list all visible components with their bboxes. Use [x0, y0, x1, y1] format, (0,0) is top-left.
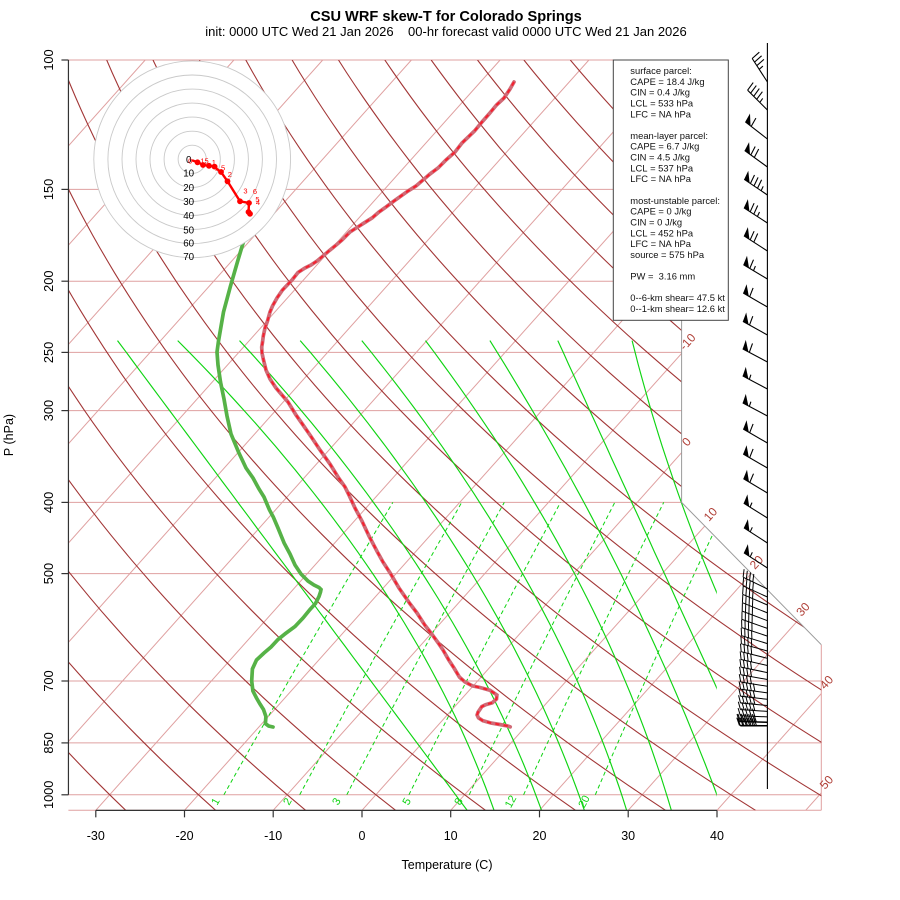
svg-text:3: 3 [243, 187, 247, 196]
svg-text:40: 40 [710, 829, 724, 843]
svg-text:LFC = NA hPa: LFC = NA hPa [630, 173, 691, 184]
svg-text:Temperature (C): Temperature (C) [402, 858, 493, 872]
svg-text:-10: -10 [264, 829, 282, 843]
svg-text:LFC = NA hPa: LFC = NA hPa [630, 108, 691, 119]
svg-text:700: 700 [41, 670, 56, 691]
svg-text:0: 0 [186, 155, 192, 166]
svg-text:200: 200 [41, 271, 56, 292]
svg-text:150: 150 [41, 179, 56, 200]
svg-text:400: 400 [41, 492, 56, 513]
svg-text:1: 1 [212, 158, 216, 167]
svg-text:LCL = 452 hPa: LCL = 452 hPa [630, 227, 694, 238]
svg-text:70: 70 [183, 252, 194, 263]
svg-text:-30: -30 [87, 829, 105, 843]
svg-text:CAPE = 18.4 J/kg: CAPE = 18.4 J/kg [630, 76, 704, 87]
svg-text:20: 20 [183, 183, 194, 194]
svg-text:0: 0 [359, 829, 366, 843]
svg-text:3: 3 [330, 796, 343, 807]
svg-text:1: 1 [209, 796, 222, 807]
svg-text:CAPE = 6.7 J/kg: CAPE = 6.7 J/kg [630, 141, 699, 152]
svg-text:30: 30 [183, 197, 194, 208]
svg-text:5: 5 [255, 195, 259, 204]
svg-text:15: 15 [200, 156, 208, 165]
svg-text:0--6-km shear= 47.5 kt: 0--6-km shear= 47.5 kt [630, 292, 725, 303]
svg-text:20: 20 [576, 793, 592, 810]
svg-text:40: 40 [183, 211, 194, 222]
svg-text:CIN = 4.5 J/kg: CIN = 4.5 J/kg [630, 152, 690, 163]
svg-text:50: 50 [183, 226, 194, 237]
svg-text:1000: 1000 [41, 781, 56, 809]
svg-text:CIN = 0 J/kg: CIN = 0 J/kg [630, 217, 682, 228]
svg-text:surface parcel:: surface parcel: [630, 65, 692, 76]
svg-text:source = 575 hPa: source = 575 hPa [630, 249, 705, 260]
svg-text:60: 60 [183, 238, 194, 249]
svg-text:PW = 3.16 mm: PW = 3.16 mm [630, 271, 695, 282]
svg-text:300: 300 [41, 400, 56, 421]
svg-text:0: 0 [188, 157, 192, 166]
svg-text:100: 100 [41, 49, 56, 70]
svg-text:LCL = 537 hPa: LCL = 537 hPa [630, 162, 694, 173]
svg-text:10: 10 [183, 169, 194, 180]
svg-text:850: 850 [41, 732, 56, 753]
svg-text:500: 500 [41, 563, 56, 584]
svg-text:4: 4 [256, 198, 260, 207]
svg-text:20: 20 [533, 829, 547, 843]
svg-text:250: 250 [41, 342, 56, 363]
svg-text:2: 2 [228, 170, 232, 179]
svg-text:P (hPa): P (hPa) [2, 414, 16, 456]
svg-text:CIN = 0.4 J/kg: CIN = 0.4 J/kg [630, 87, 690, 98]
svg-text:most-unstable parcel:: most-unstable parcel: [630, 195, 720, 206]
svg-text:CAPE = 0 J/kg: CAPE = 0 J/kg [630, 206, 691, 217]
svg-text:init: 0000 UTC Wed 21 Jan 2026: init: 0000 UTC Wed 21 Jan 2026 00-hr for… [205, 24, 687, 39]
svg-text:LCL = 533 hPa: LCL = 533 hPa [630, 98, 694, 109]
svg-text:12: 12 [503, 793, 519, 810]
svg-text:1.5: 1.5 [215, 164, 225, 173]
svg-text:6: 6 [253, 187, 257, 196]
svg-text:8: 8 [452, 796, 465, 807]
svg-text:10: 10 [444, 829, 458, 843]
svg-text:2: 2 [281, 796, 294, 807]
svg-text:LFC = NA hPa: LFC = NA hPa [630, 238, 691, 249]
svg-text:CSU WRF skew-T for Colorado Sp: CSU WRF skew-T for Colorado Springs [310, 9, 582, 25]
svg-text:-20: -20 [175, 829, 193, 843]
svg-text:0--1-km shear= 12.6 kt: 0--1-km shear= 12.6 kt [630, 303, 725, 314]
svg-text:5: 5 [401, 796, 414, 807]
svg-text:mean-layer parcel:: mean-layer parcel: [630, 130, 708, 141]
svg-text:30: 30 [621, 829, 635, 843]
